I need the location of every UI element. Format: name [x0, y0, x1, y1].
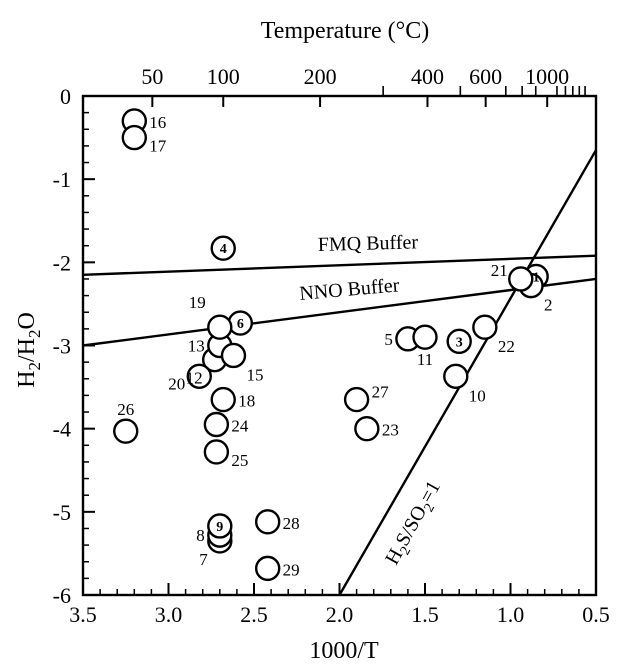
data-point — [203, 411, 230, 438]
data-point — [113, 418, 139, 444]
data-points — [113, 108, 549, 582]
y-tick-label: -5 — [53, 500, 71, 525]
point-label: 1 — [533, 270, 540, 285]
point-label: 13 — [188, 337, 205, 356]
point-label: 7 — [199, 550, 208, 569]
y-tick-label: 0 — [60, 84, 71, 109]
point-label: 22 — [498, 337, 515, 356]
x-tick-label: 0.5 — [582, 602, 610, 627]
data-point — [121, 124, 148, 151]
data-point — [207, 314, 233, 340]
point-label: 17 — [149, 137, 167, 156]
point-label: 19 — [189, 293, 206, 312]
point-label: 16 — [149, 113, 166, 132]
data-point — [508, 266, 534, 292]
point-label: 2 — [544, 296, 553, 315]
nno-line — [82, 277, 597, 347]
axis-ticks: 3.5 3.0 2.5 2.0 1.5 1.0 0.5 0 -1 -2 -3 -4 -5 -6 50 100 2… — [53, 64, 610, 627]
top-tick-label: 600 — [469, 64, 502, 89]
x-tick-label: 3.5 — [69, 602, 97, 627]
data-point — [203, 439, 230, 465]
data-point — [254, 509, 281, 535]
point-label: 10 — [469, 386, 486, 405]
top-tick-label: 200 — [304, 64, 337, 89]
data-point — [210, 386, 236, 413]
fmq-buffer-label: FMQ Buffer — [318, 231, 419, 256]
point-label: 29 — [283, 560, 300, 579]
point-label: 6 — [237, 317, 244, 332]
top-tick-label: 1000 — [525, 64, 569, 89]
plot-frame — [81, 94, 598, 597]
data-point — [446, 328, 472, 355]
nno-buffer-label: NNO Buffer — [299, 274, 401, 305]
point-label: 3 — [456, 335, 463, 350]
point-label: 27 — [372, 383, 390, 402]
point-label: 23 — [382, 421, 399, 440]
point-label: 9 — [216, 520, 223, 535]
y-tick-label: -3 — [53, 334, 71, 359]
top-tick-label: 50 — [141, 64, 163, 89]
h2s-so2-label: H2S/SO2=1 — [381, 477, 448, 570]
data-point — [354, 415, 380, 442]
x-tick-label: 3.0 — [155, 602, 183, 627]
top-tick-label: 400 — [411, 64, 444, 89]
data-point — [443, 363, 469, 389]
point-label: 12 — [186, 369, 203, 388]
top-axis-title: Temperature (°C) — [261, 18, 430, 44]
point-label: 8 — [196, 526, 205, 545]
fmq-line — [82, 254, 597, 277]
data-point — [207, 513, 233, 539]
point-label: 28 — [283, 514, 300, 533]
point-label: 24 — [231, 417, 249, 436]
data-point — [472, 314, 498, 340]
y-tick-label: -1 — [53, 167, 71, 192]
data-point — [210, 235, 236, 261]
x-tick-label: 1.0 — [497, 602, 525, 627]
point-label: 15 — [246, 365, 263, 384]
y-tick-label: -4 — [53, 417, 71, 442]
y-tick-label: -2 — [53, 250, 71, 275]
plot-border — [81, 94, 598, 597]
x-tick-label: 2.0 — [326, 602, 354, 627]
y-axis-title: H2/H2O — [14, 312, 44, 388]
x-axis-title: 1000/T — [309, 638, 379, 664]
x-tick-label: 2.5 — [240, 602, 268, 627]
line-series — [82, 149, 598, 596]
point-label: 5 — [384, 330, 393, 349]
point-label: 20 — [168, 374, 185, 393]
point-label: 11 — [417, 350, 433, 369]
data-point — [343, 386, 370, 413]
top-tick-label: 100 — [207, 64, 240, 89]
data-point — [220, 342, 247, 369]
point-label: 21 — [491, 261, 508, 280]
data-point — [254, 555, 281, 582]
data-point — [412, 324, 438, 350]
y-tick-label: -6 — [53, 583, 71, 608]
point-label: 4 — [220, 242, 227, 257]
point-label: 18 — [238, 392, 255, 411]
data-point — [186, 363, 212, 389]
point-label: 26 — [117, 400, 134, 419]
x-tick-label: 1.5 — [411, 602, 439, 627]
point-label: 25 — [231, 451, 248, 470]
